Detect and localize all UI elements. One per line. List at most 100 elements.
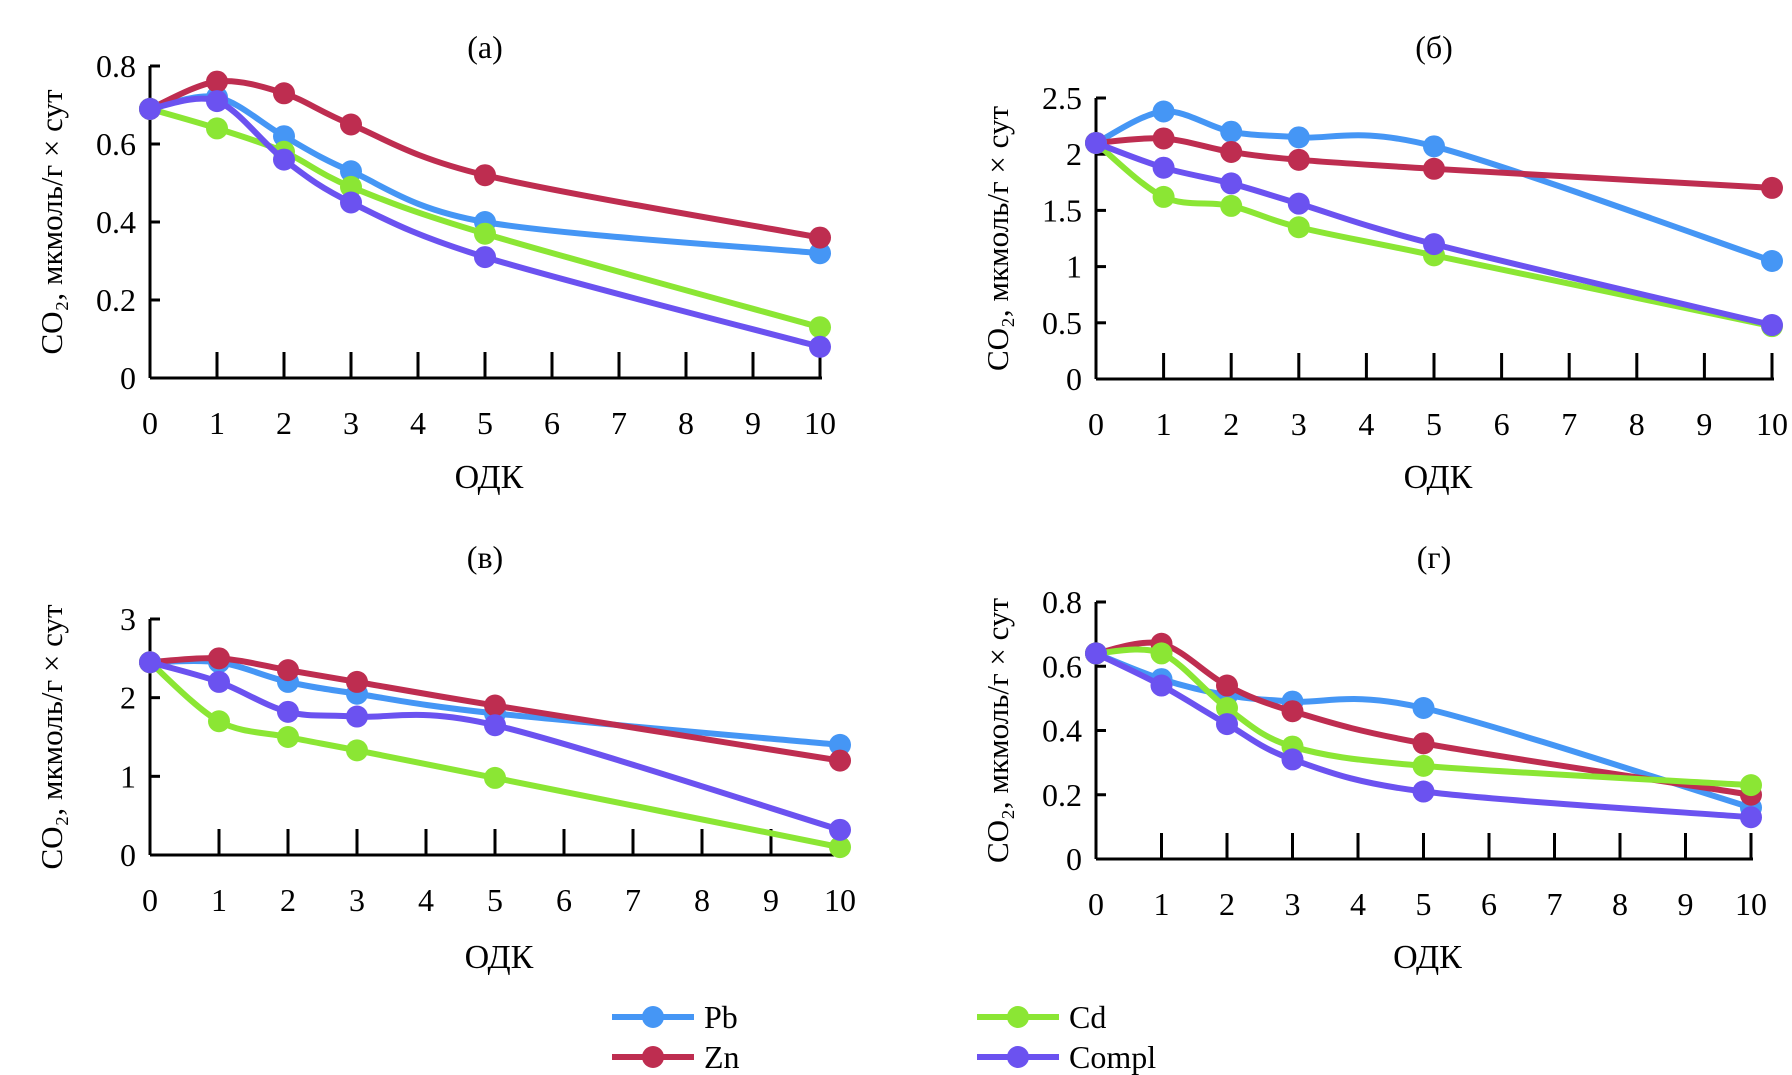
y-tick-label: 0 bbox=[1066, 841, 1082, 877]
data-point-cd bbox=[474, 222, 496, 245]
legend-marker bbox=[1007, 1006, 1029, 1028]
x-tick-label: 10 bbox=[824, 882, 856, 918]
x-tick-label: 2 bbox=[1219, 886, 1235, 922]
y-tick-label: 0.5 bbox=[1042, 305, 1082, 341]
x-tick-label: 2 bbox=[276, 405, 292, 441]
legend-item-cd: Cd bbox=[977, 999, 1106, 1035]
data-point-compl bbox=[1740, 806, 1762, 829]
data-point-pb bbox=[1287, 126, 1310, 149]
data-point-compl bbox=[1287, 192, 1310, 215]
x-tick-label: 7 bbox=[1561, 406, 1577, 442]
y-tick-label: 0.2 bbox=[1042, 777, 1082, 813]
data-point-cd bbox=[206, 117, 228, 140]
data-point-cd bbox=[1412, 754, 1435, 777]
x-tick-label: 6 bbox=[1494, 406, 1510, 442]
data-point-pb bbox=[809, 242, 831, 265]
data-point-compl bbox=[809, 335, 831, 358]
y-axis-label: CO₂, мкмоль/г × сут bbox=[980, 598, 1015, 864]
data-point-pb bbox=[1152, 100, 1175, 123]
x-tick-label: 4 bbox=[1358, 406, 1374, 442]
chart-panel: (в) 0 1 2 3 0 1 2 3 4 5 6 7 8 9 10 ОДК CO₂, мкмоль/г × су… bbox=[34, 539, 856, 976]
data-point-zn bbox=[340, 113, 362, 136]
data-point-zn bbox=[1281, 700, 1304, 723]
data-point-pb bbox=[1412, 697, 1435, 720]
data-point-cd bbox=[340, 175, 362, 198]
data-point-compl bbox=[1220, 172, 1243, 195]
data-point-pb bbox=[829, 733, 851, 756]
x-tick-label: 4 bbox=[418, 882, 434, 918]
data-point-compl bbox=[484, 714, 506, 737]
data-point-compl bbox=[1761, 314, 1783, 337]
data-point-compl bbox=[829, 818, 851, 841]
series-cd bbox=[139, 651, 851, 859]
x-tick-label: 10 bbox=[1735, 886, 1767, 922]
x-tick-label: 9 bbox=[1678, 886, 1694, 922]
x-tick-label: 5 bbox=[487, 882, 503, 918]
series-compl bbox=[1085, 131, 1783, 337]
data-point-compl bbox=[273, 148, 295, 171]
x-tick-label: 1 bbox=[209, 405, 225, 441]
y-tick-label: 0.6 bbox=[1042, 648, 1082, 684]
legend-item-zn: Zn bbox=[612, 1039, 740, 1075]
x-tick-label: 1 bbox=[211, 882, 227, 918]
x-tick-label: 10 bbox=[1756, 406, 1788, 442]
y-tick-label: 2 bbox=[1066, 136, 1082, 172]
x-tick-label: 6 bbox=[556, 882, 572, 918]
data-point-cd bbox=[1740, 774, 1762, 797]
x-axis-label: ОДК bbox=[1404, 459, 1473, 496]
y-tick-label: 1 bbox=[1066, 249, 1082, 285]
data-point-zn bbox=[1423, 157, 1445, 180]
data-point-compl bbox=[1085, 131, 1107, 154]
data-point-pb bbox=[1423, 135, 1445, 158]
x-axis-label: ОДК bbox=[455, 459, 524, 496]
legend-label: Pb bbox=[704, 999, 738, 1035]
data-point-zn bbox=[346, 670, 368, 693]
data-point-compl bbox=[1281, 748, 1304, 771]
data-point-zn bbox=[1220, 140, 1243, 163]
data-point-cd bbox=[1220, 194, 1243, 217]
y-tick-label: 0.4 bbox=[96, 204, 136, 240]
x-tick-label: 5 bbox=[1416, 886, 1432, 922]
data-point-pb bbox=[340, 160, 362, 183]
chart-panel: (а) 0 0.2 0.4 0.6 0.8 0 1 2 3 4 5 6 7 8 9 10 ОДК CO₂, мкмо… bbox=[34, 29, 836, 496]
data-point-cd bbox=[829, 836, 851, 859]
data-point-compl bbox=[139, 651, 161, 674]
x-tick-label: 0 bbox=[142, 405, 158, 441]
y-tick-label: 3 bbox=[120, 601, 136, 637]
x-tick-label: 10 bbox=[804, 405, 836, 441]
data-point-compl bbox=[277, 700, 299, 723]
data-point-pb bbox=[273, 125, 295, 148]
data-point-zn bbox=[273, 82, 295, 105]
legend: Pb Zn Cd Compl bbox=[612, 999, 1156, 1075]
x-tick-label: 9 bbox=[1696, 406, 1712, 442]
data-point-compl bbox=[1412, 780, 1435, 803]
x-tick-label: 0 bbox=[1088, 406, 1104, 442]
data-point-cd bbox=[1150, 642, 1173, 665]
x-tick-label: 9 bbox=[745, 405, 761, 441]
panel-title: (б) bbox=[1415, 29, 1453, 65]
y-tick-label: 0 bbox=[1066, 361, 1082, 397]
x-tick-label: 3 bbox=[1291, 406, 1307, 442]
data-point-compl bbox=[206, 90, 228, 113]
data-point-zn bbox=[1412, 732, 1435, 755]
series-compl bbox=[139, 90, 831, 358]
legend-item-pb: Pb bbox=[612, 999, 738, 1035]
data-point-compl bbox=[1423, 233, 1445, 256]
data-point-zn bbox=[829, 749, 851, 772]
legend-marker bbox=[642, 1046, 664, 1068]
legend-label: Compl bbox=[1069, 1039, 1156, 1075]
data-point-cd bbox=[208, 710, 230, 733]
x-tick-label: 7 bbox=[1547, 886, 1563, 922]
x-axis-label: ОДК bbox=[465, 939, 534, 976]
legend-marker bbox=[642, 1006, 664, 1028]
data-point-zn bbox=[1287, 148, 1310, 171]
x-axis-label: ОДК bbox=[1393, 939, 1462, 976]
data-point-zn bbox=[206, 70, 228, 93]
chart-panel: (г) 0 0.2 0.4 0.6 0.8 0 1 2 3 4 5 6 7 8 9 10 ОДК CO₂, мкмо… bbox=[980, 539, 1767, 976]
series-compl bbox=[139, 651, 851, 841]
legend-label: Cd bbox=[1069, 999, 1106, 1035]
data-point-zn bbox=[1216, 674, 1238, 697]
x-tick-label: 7 bbox=[625, 882, 641, 918]
x-tick-label: 9 bbox=[763, 882, 779, 918]
